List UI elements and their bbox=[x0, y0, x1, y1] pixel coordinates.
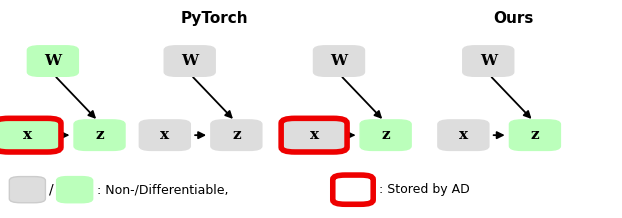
Text: /: / bbox=[49, 183, 53, 197]
Text: z: z bbox=[381, 128, 390, 142]
FancyBboxPatch shape bbox=[360, 120, 411, 150]
FancyBboxPatch shape bbox=[139, 120, 190, 150]
Text: x: x bbox=[310, 128, 318, 142]
FancyBboxPatch shape bbox=[438, 120, 489, 150]
Text: W: W bbox=[44, 54, 62, 68]
FancyBboxPatch shape bbox=[164, 46, 215, 76]
Text: : Non-/Differentiable,: : Non-/Differentiable, bbox=[97, 183, 228, 196]
Text: x: x bbox=[24, 128, 32, 142]
FancyBboxPatch shape bbox=[313, 46, 364, 76]
Text: x: x bbox=[160, 128, 169, 142]
Text: z: z bbox=[232, 128, 241, 142]
Text: z: z bbox=[531, 128, 539, 142]
Text: : Stored by AD: : Stored by AD bbox=[379, 183, 470, 196]
FancyBboxPatch shape bbox=[211, 120, 262, 150]
FancyBboxPatch shape bbox=[509, 120, 560, 150]
FancyBboxPatch shape bbox=[74, 120, 125, 150]
Text: Ours: Ours bbox=[493, 11, 533, 26]
FancyBboxPatch shape bbox=[463, 46, 514, 76]
Text: W: W bbox=[330, 54, 348, 68]
FancyBboxPatch shape bbox=[0, 118, 61, 152]
FancyBboxPatch shape bbox=[333, 175, 373, 204]
FancyBboxPatch shape bbox=[281, 118, 347, 152]
FancyBboxPatch shape bbox=[27, 46, 78, 76]
Text: W: W bbox=[181, 54, 198, 68]
Text: x: x bbox=[459, 128, 468, 142]
Text: z: z bbox=[95, 128, 104, 142]
Text: PyTorch: PyTorch bbox=[181, 11, 248, 26]
Text: W: W bbox=[480, 54, 497, 68]
FancyBboxPatch shape bbox=[9, 177, 45, 203]
FancyBboxPatch shape bbox=[57, 177, 93, 203]
